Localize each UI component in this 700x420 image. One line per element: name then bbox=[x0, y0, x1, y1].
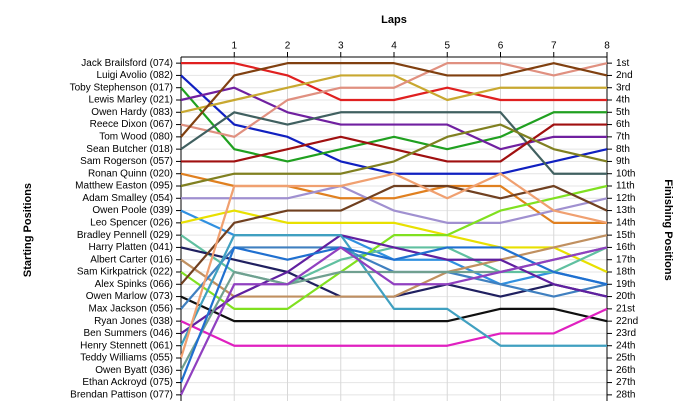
y2-tick-label: 16th bbox=[616, 242, 635, 253]
y-tick-label: Max Jackson (056) bbox=[89, 303, 173, 314]
y2-tick-label: 6th bbox=[616, 119, 630, 130]
y2-tick-label: 28th bbox=[616, 389, 635, 400]
x-tick-label: 4 bbox=[391, 41, 397, 52]
series-line bbox=[180, 295, 608, 323]
y-tick-label: Ben Summers (046) bbox=[84, 328, 173, 339]
y2-tick-label: 2nd bbox=[616, 70, 633, 81]
y-tick-label: Alex Spinks (066) bbox=[95, 279, 173, 290]
y2-tick-label: 5th bbox=[616, 107, 630, 118]
series-line bbox=[180, 62, 608, 138]
y-tick-label: Toby Stephenson (017) bbox=[70, 82, 173, 93]
y-tick-label: Henry Stennett (061) bbox=[80, 340, 173, 351]
y2-tick-label: 26th bbox=[616, 365, 635, 376]
y2-tick-label: 13th bbox=[616, 205, 635, 216]
y-tick-label: Jack Brailsford (074) bbox=[81, 58, 173, 69]
series-line bbox=[180, 123, 608, 188]
series-line bbox=[180, 234, 608, 298]
x-tick-label: 7 bbox=[551, 41, 557, 52]
series-line bbox=[179, 172, 608, 359]
x-tick-label: 2 bbox=[285, 41, 291, 52]
series-line bbox=[180, 234, 608, 335]
series-line bbox=[180, 86, 607, 163]
y-tick-label: Brendan Pattison (077) bbox=[70, 389, 173, 400]
y-tick-label: Luigi Avolio (082) bbox=[96, 70, 173, 81]
y-tick-label: Leo Spencer (026) bbox=[90, 217, 173, 228]
y2-tick-label: 4th bbox=[616, 95, 630, 106]
y-tick-label: Sam Kirkpatrick (022) bbox=[77, 267, 173, 278]
x-tick-label: 3 bbox=[338, 41, 344, 52]
y2-tick-label: 23rd bbox=[616, 328, 636, 339]
y2-tick-label: 14th bbox=[616, 217, 635, 228]
y-tick-label: Tom Wood (080) bbox=[99, 131, 173, 142]
x-axis-title: Laps bbox=[381, 14, 407, 26]
y-tick-label: Teddy Williams (055) bbox=[80, 353, 173, 364]
series-line bbox=[180, 111, 607, 175]
series-line bbox=[180, 184, 608, 310]
y2-tick-label: 20th bbox=[616, 291, 635, 302]
series-line bbox=[180, 234, 607, 347]
series-line bbox=[180, 74, 607, 114]
x-tick-label: 5 bbox=[444, 41, 450, 52]
y2-tick-label: 10th bbox=[616, 168, 635, 179]
y-tick-label: Owen Hardy (083) bbox=[91, 107, 173, 118]
x-tick-label: 6 bbox=[498, 41, 504, 52]
y2-tick-label: 12th bbox=[616, 193, 635, 204]
y2-tick-label: 9th bbox=[616, 156, 630, 167]
y-tick-label: Ethan Ackroyd (075) bbox=[82, 377, 173, 388]
y2-axis-title: Finishing Positions bbox=[662, 179, 674, 280]
y2-tick-label: 1st bbox=[616, 58, 630, 69]
series-line bbox=[180, 62, 608, 138]
y2-tick-label: 15th bbox=[616, 230, 635, 241]
y2-tick-label: 7th bbox=[616, 131, 630, 142]
series-line bbox=[181, 62, 607, 102]
x-tick-label: 1 bbox=[231, 41, 237, 52]
y-tick-label: Owen Byatt (036) bbox=[95, 365, 173, 376]
series-line bbox=[180, 209, 608, 273]
y-tick-label: Owen Poole (039) bbox=[92, 205, 173, 216]
y2-tick-label: 21st bbox=[616, 303, 635, 314]
series-line bbox=[180, 184, 608, 286]
series-line bbox=[181, 123, 607, 163]
y-tick-label: Sean Butcher (018) bbox=[86, 144, 173, 155]
y-tick-label: Owen Marlow (073) bbox=[86, 291, 173, 302]
y2-tick-label: 8th bbox=[616, 144, 630, 155]
y2-tick-label: 11th bbox=[616, 181, 635, 192]
y-tick-label: Reece Dixon (067) bbox=[90, 119, 173, 130]
series-line bbox=[181, 184, 608, 224]
y-tick-label: Bradley Pennell (029) bbox=[77, 230, 173, 241]
y-tick-label: Harry Platten (041) bbox=[89, 242, 173, 253]
y-tick-label: Lewis Marley (021) bbox=[89, 95, 173, 106]
y2-tick-label: 24th bbox=[616, 340, 635, 351]
y-tick-label: Ryan Jones (038) bbox=[94, 316, 173, 327]
y-tick-label: Adam Smalley (054) bbox=[82, 193, 173, 204]
y-tick-label: Matthew Easton (095) bbox=[75, 181, 173, 192]
y-tick-label: Ronan Quinn (020) bbox=[88, 168, 173, 179]
y-axis-title: Starting Positions bbox=[22, 183, 34, 277]
x-tick-label: 8 bbox=[604, 41, 610, 52]
y2-tick-label: 19th bbox=[616, 279, 635, 290]
y2-tick-label: 18th bbox=[616, 267, 635, 278]
y2-tick-label: 25th bbox=[616, 353, 635, 364]
y-tick-label: Albert Carter (016) bbox=[90, 254, 173, 265]
y-tick-label: Sam Rogerson (057) bbox=[80, 156, 173, 167]
y2-tick-label: 3rd bbox=[616, 82, 630, 93]
series-line bbox=[180, 307, 608, 347]
y2-tick-label: 17th bbox=[616, 254, 635, 265]
y2-tick-label: 27th bbox=[616, 377, 635, 388]
y2-tick-label: 22nd bbox=[616, 316, 638, 327]
series-line bbox=[180, 246, 608, 396]
